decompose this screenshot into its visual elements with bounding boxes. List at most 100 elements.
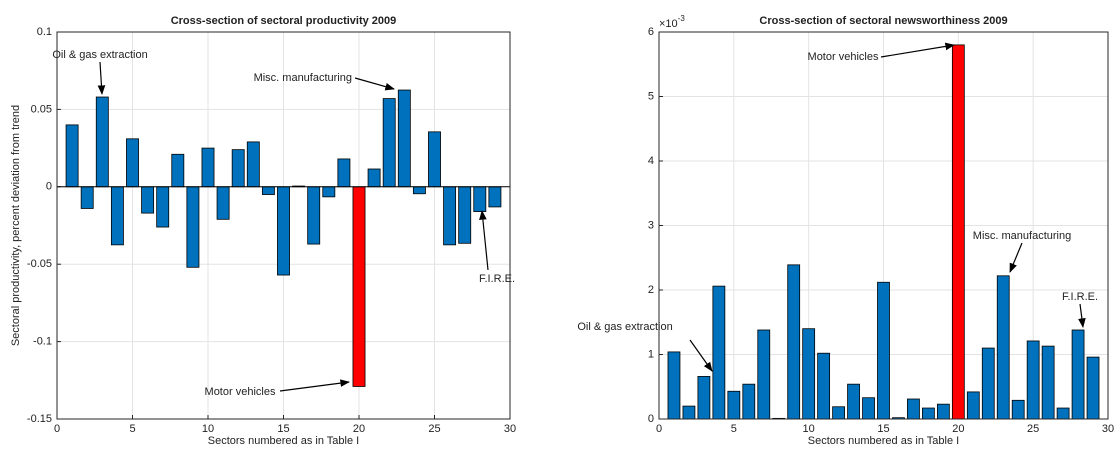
bar [1011, 399, 1025, 420]
bar [742, 383, 756, 420]
bar [307, 186, 321, 245]
bar [322, 186, 336, 198]
x-axis-label: Sectors numbered as in Table I [808, 435, 959, 447]
bar [1041, 345, 1055, 420]
bar [397, 89, 411, 188]
x-tick-label: 25 [1027, 423, 1039, 435]
x-tick-label: 5 [129, 423, 135, 435]
bar [141, 186, 155, 214]
y-tick-label: -0.1 [33, 336, 52, 348]
plot-frame [56, 31, 511, 420]
multiplier-exponent: -3 [678, 14, 686, 23]
x-tick-label: 30 [1102, 423, 1114, 435]
bar [817, 352, 831, 420]
bar [966, 391, 980, 420]
annotation: Misc. manufacturing [254, 72, 352, 84]
bar [936, 403, 950, 420]
bar [126, 138, 139, 188]
annotation-arrow [479, 210, 489, 271]
bar [428, 131, 441, 188]
bar [667, 351, 681, 420]
annotation-arrow [880, 42, 955, 58]
bar [337, 158, 351, 188]
y-tick-label: 3 [648, 219, 654, 231]
x-tick-label: 15 [277, 423, 289, 435]
bar [757, 329, 771, 420]
bar [367, 168, 381, 188]
bar [216, 186, 230, 220]
bar [697, 376, 711, 420]
bar [922, 407, 935, 420]
bar [1086, 356, 1100, 420]
bar [847, 383, 860, 420]
bar [712, 285, 726, 420]
x-tick-label: 0 [656, 423, 662, 435]
bar [832, 406, 845, 420]
bar [727, 390, 741, 420]
y-tick-label: 6 [648, 26, 654, 38]
bar [171, 153, 185, 188]
y-tick-label: -0.15 [27, 413, 52, 425]
bar [65, 124, 79, 188]
annotation: Oil & gas extraction [577, 321, 672, 333]
annotation-arrow [279, 379, 350, 392]
x-tick-label: 0 [54, 423, 60, 435]
y-tick-label: 1 [648, 348, 654, 360]
bar [877, 281, 890, 420]
x-tick-label: 20 [952, 423, 964, 435]
annotation: Motor vehicles [808, 51, 879, 63]
x-tick-label: 15 [877, 423, 889, 435]
plot-frame [658, 31, 1109, 420]
annotation: Oil & gas extraction [52, 49, 147, 61]
x-tick-label: 10 [202, 423, 214, 435]
bar [1056, 407, 1070, 420]
bar [682, 405, 696, 420]
annotation-arrow [689, 339, 713, 372]
x-tick-label: 5 [731, 423, 737, 435]
multiplier-base: ×10 [659, 18, 678, 30]
bar [473, 186, 487, 212]
chart-title: Cross-section of sectoral newsworthiness… [759, 15, 1007, 27]
bar [156, 186, 170, 228]
y-tick-label: 5 [648, 90, 654, 102]
x-tick-label: 30 [504, 423, 516, 435]
annotation-arrow [1009, 242, 1023, 273]
bar [412, 186, 426, 195]
chart-title: Cross-section of sectoral productivity 2… [171, 15, 397, 27]
bar [907, 398, 920, 420]
bar [352, 186, 366, 387]
y-tick-label: 2 [648, 284, 654, 296]
y-axis-label: Sectoral productivity, percent deviation… [10, 105, 22, 346]
annotation: F.I.R.E. [1062, 291, 1098, 303]
bar [862, 397, 875, 420]
y-tick-label: 0 [648, 413, 654, 425]
x-tick-label: 10 [803, 423, 815, 435]
annotation: F.I.R.E. [479, 273, 515, 285]
x-tick-label: 20 [353, 423, 365, 435]
y-tick-label: 0.1 [37, 26, 52, 38]
bar [996, 275, 1010, 420]
bar [201, 147, 215, 188]
bar [231, 149, 245, 188]
bar [443, 186, 457, 246]
bar [802, 328, 816, 420]
bar [261, 186, 275, 195]
x-tick-label: 25 [428, 423, 440, 435]
annotation-arrow [1078, 303, 1086, 328]
bar [951, 44, 965, 420]
axis-multiplier: ×10-3 [659, 14, 685, 30]
bar [110, 186, 124, 246]
bar [488, 186, 502, 208]
bar [80, 186, 94, 209]
x-axis-label: Sectors numbered as in Table I [208, 435, 359, 447]
bar [1026, 340, 1040, 420]
bar [787, 264, 801, 420]
bar [1071, 329, 1085, 420]
bar [981, 347, 995, 420]
y-tick-label: 0.05 [31, 103, 52, 115]
bar [277, 186, 290, 276]
bar [246, 141, 260, 188]
y-tick-label: 0 [46, 181, 52, 193]
y-tick-label: 4 [648, 155, 654, 167]
